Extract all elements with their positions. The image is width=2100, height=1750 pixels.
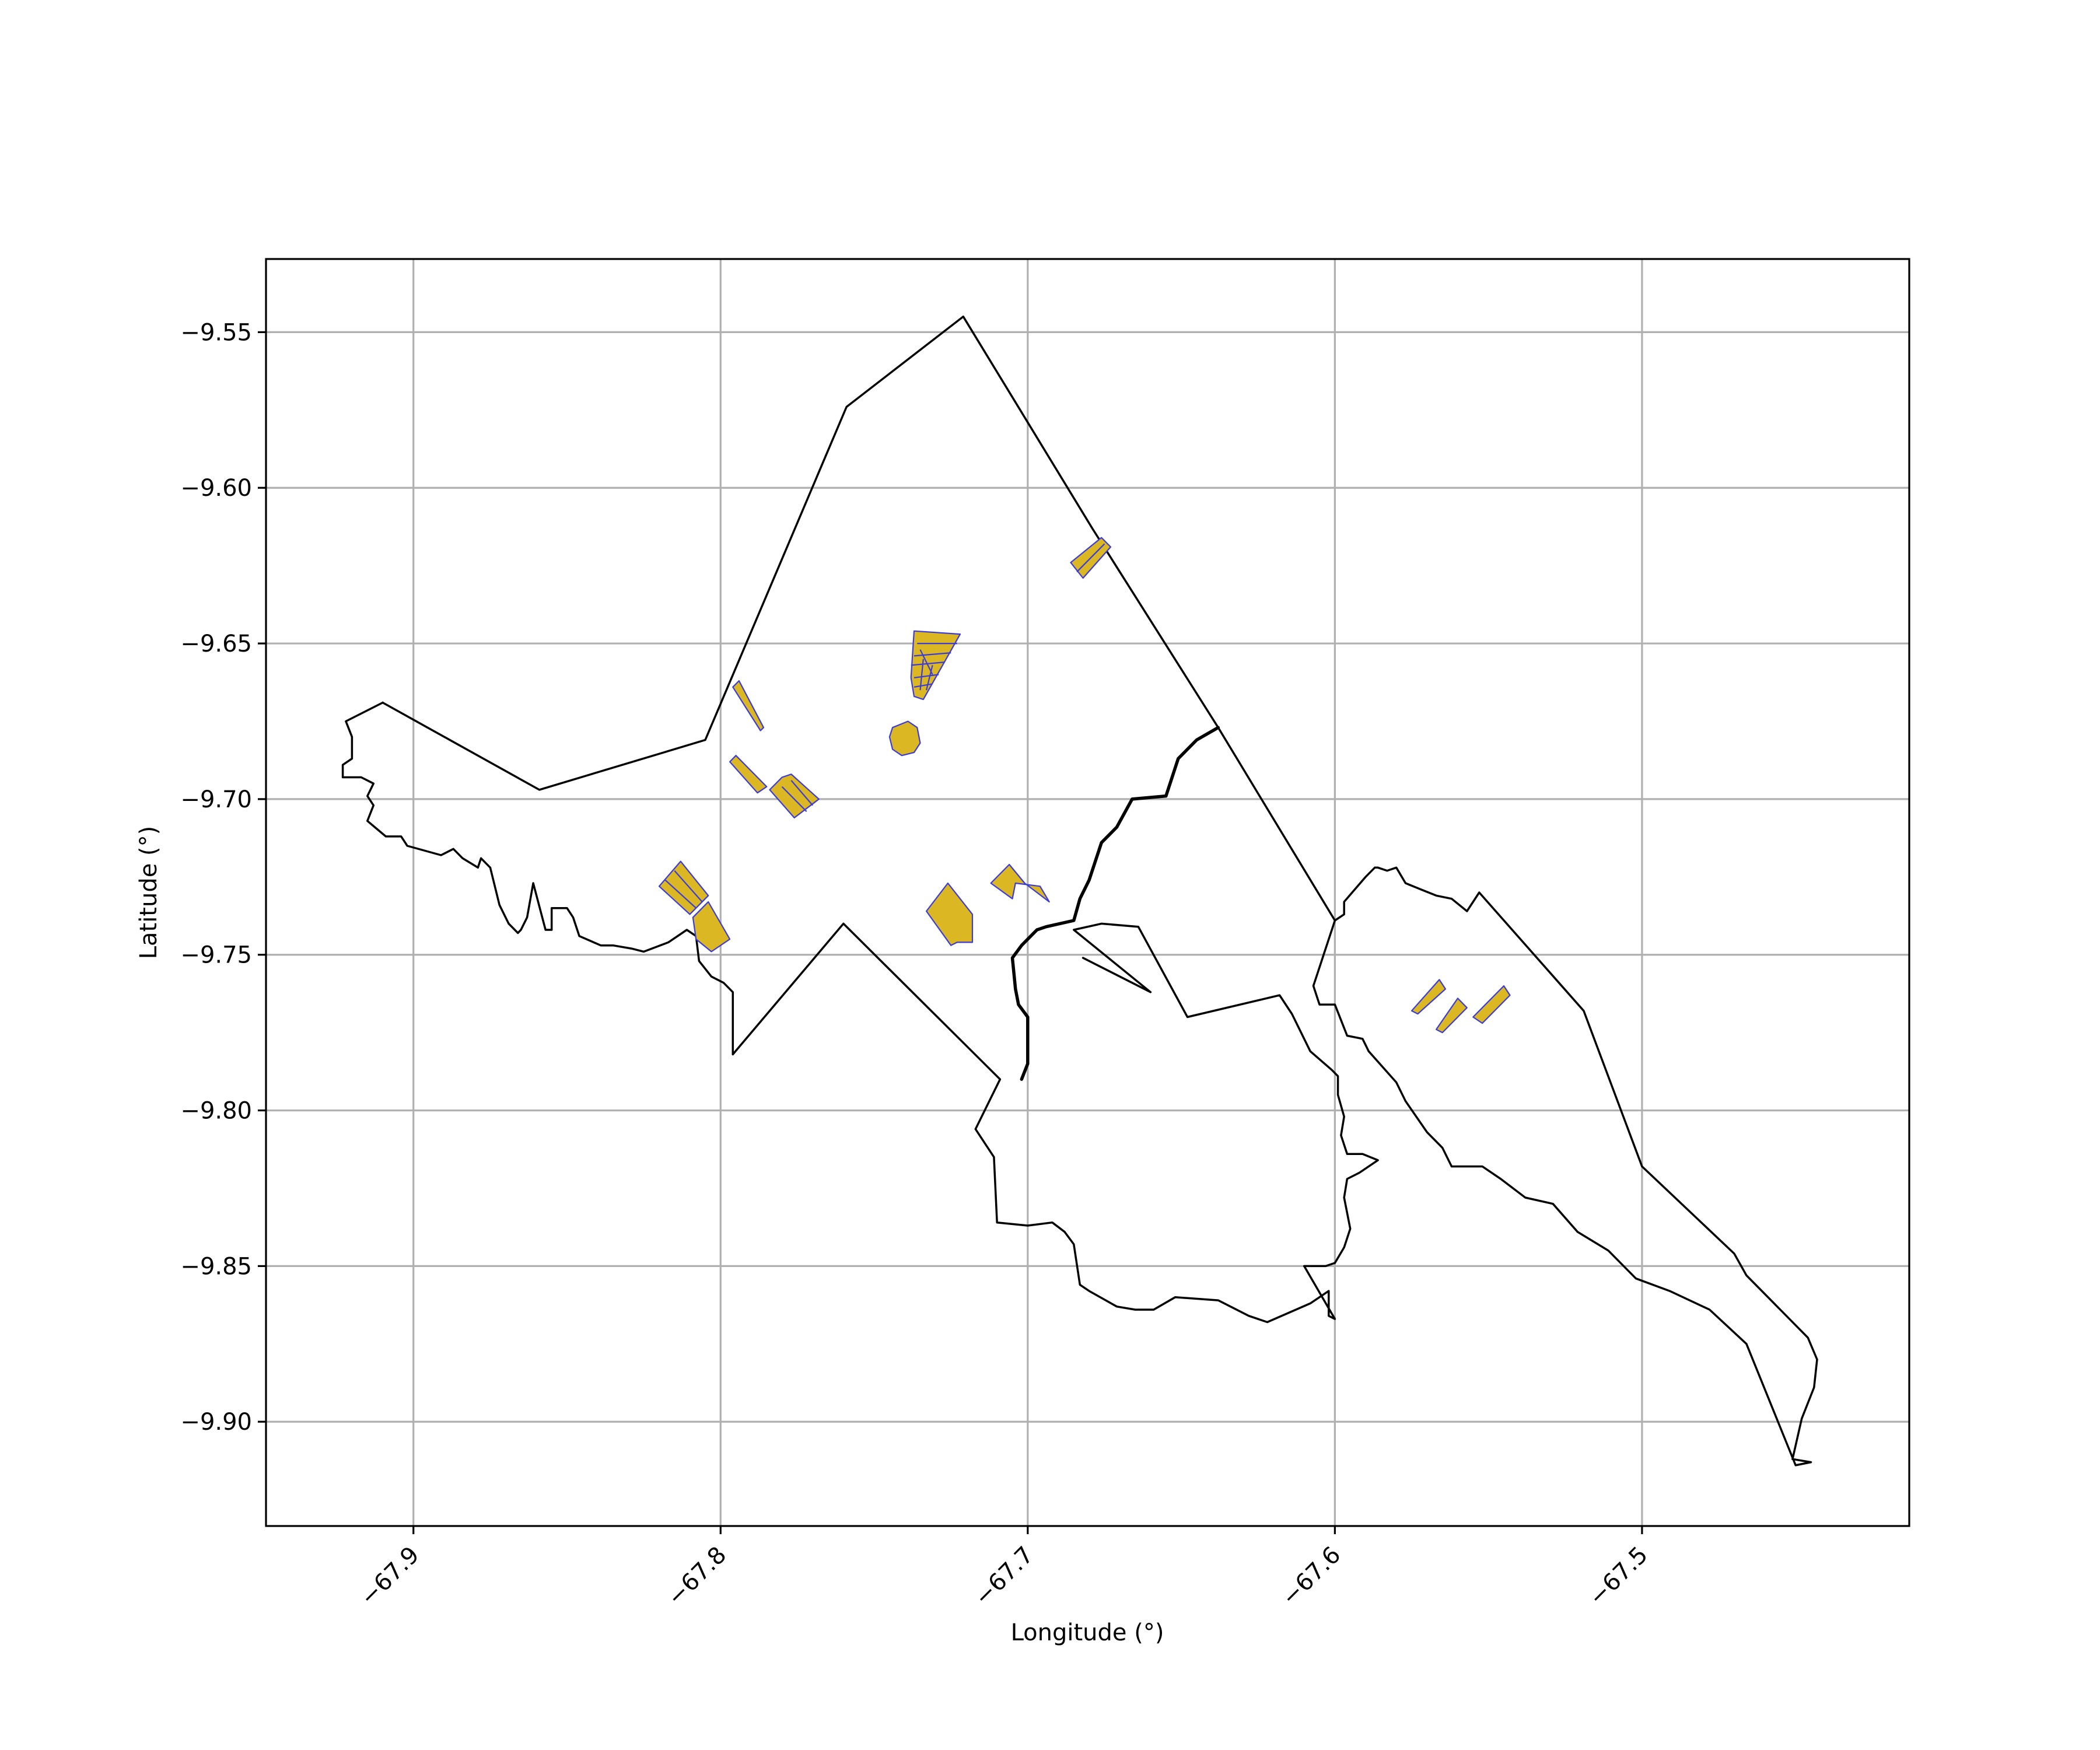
parcel-division-line <box>919 649 933 675</box>
y-axis-label: Latitude (°) <box>135 826 162 960</box>
parcel-east-1 <box>1410 979 1446 1015</box>
parcel-division-line <box>1076 543 1105 573</box>
y-tick-label: −9.90 <box>180 1409 252 1436</box>
parcel-division-line <box>781 786 807 812</box>
parcel-polygon <box>769 774 820 819</box>
parcel-polygon <box>1410 979 1446 1015</box>
parcel-polygon <box>990 863 1050 903</box>
parcel-division-line <box>911 662 945 666</box>
parcel-north-strip <box>1070 537 1112 579</box>
boundary-district-north-main <box>382 315 1818 1466</box>
parcel-division-line <box>926 665 933 691</box>
river-river-main <box>1010 726 1220 1081</box>
parcel-division-line <box>674 870 703 902</box>
parcel-west-block <box>769 774 820 819</box>
y-tick-label: −9.65 <box>180 631 252 657</box>
parcel-polygon <box>729 755 768 794</box>
parcel-division-line <box>664 879 696 909</box>
y-tick-label: −9.75 <box>180 942 252 969</box>
parcel-west-sliver <box>732 680 765 732</box>
parcel-fan-cluster <box>910 630 961 701</box>
y-tick-label: −9.80 <box>180 1098 252 1125</box>
parcel-division-line <box>914 652 951 657</box>
parcel-east-3 <box>1472 985 1511 1024</box>
parcel-river-block <box>990 863 1050 903</box>
parcel-west-diag <box>729 755 768 794</box>
parcel-east-2 <box>1436 998 1468 1034</box>
y-tick-label: −9.60 <box>180 475 252 502</box>
plot-frame <box>265 258 1910 1527</box>
parcel-division-line <box>919 659 924 691</box>
parcel-polygon <box>888 720 921 757</box>
parcel-center-large <box>925 882 974 946</box>
x-axis-label: Longitude (°) <box>1011 1619 1164 1646</box>
rivers <box>1010 726 1220 1081</box>
parcel-southwest-block <box>658 860 709 915</box>
parcel-polygon <box>1436 998 1468 1034</box>
boundary-district-west-north <box>341 701 1379 1324</box>
boundaries <box>341 315 1818 1466</box>
parcel-round <box>888 720 921 757</box>
parcel-division-line <box>914 683 933 688</box>
y-tick-label: −9.70 <box>180 786 252 813</box>
parcel-division-line <box>914 674 939 678</box>
parcel-polygon <box>658 860 709 915</box>
parcel-polygon <box>925 882 974 946</box>
parcel-southwest-angle <box>692 901 731 953</box>
parcel-polygon <box>910 630 961 701</box>
parcel-polygon <box>732 680 765 732</box>
grid <box>266 259 1909 1526</box>
parcel-polygon <box>1472 985 1511 1024</box>
parcel-division-line <box>790 780 814 806</box>
parcel-polygon <box>692 901 731 953</box>
plot-area <box>266 259 1909 1526</box>
y-tick-label: −9.85 <box>180 1253 252 1280</box>
parcels <box>658 537 1511 1034</box>
y-tick-label: −9.55 <box>180 319 252 346</box>
